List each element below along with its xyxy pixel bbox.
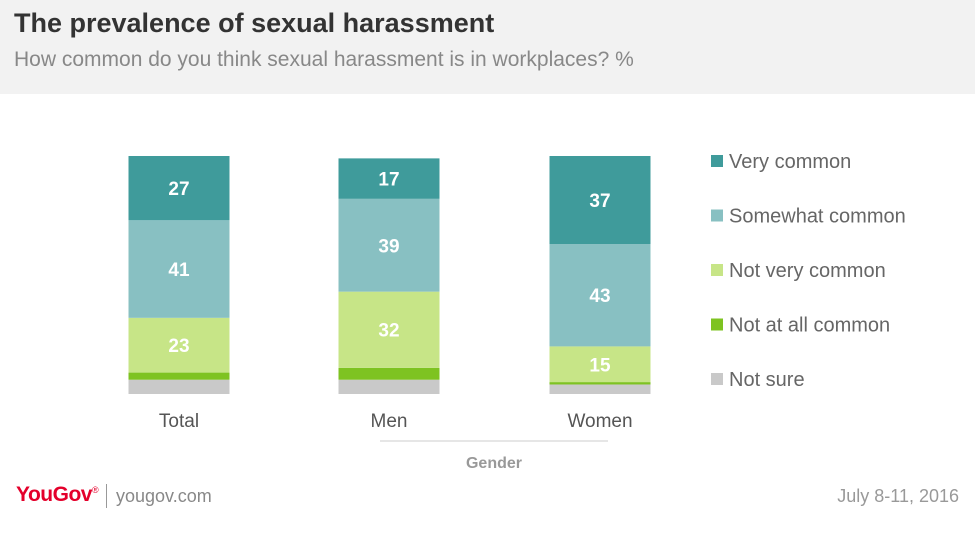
data-label-total-somewhat-common: 41: [168, 260, 190, 281]
legend-label-not-at-all-common: Not at all common: [729, 315, 890, 337]
legend-label-somewhat-common: Somewhat common: [729, 206, 906, 228]
group-label: Gender: [466, 455, 522, 472]
bar-total-somewhat-common: [128, 220, 230, 318]
data-label-total-very-common: 27: [168, 179, 189, 200]
bar-men-very-common: [338, 158, 440, 199]
bar-women-very-common: [549, 156, 651, 245]
yougov-logo: YouGov®: [16, 483, 99, 506]
footer-divider: [106, 484, 107, 508]
legend-swatch-very-common: [711, 155, 723, 167]
data-label-men-somewhat-common: 39: [378, 236, 399, 257]
bar-men-not-at-all-common: [338, 367, 440, 380]
category-label-men: Men: [371, 411, 408, 432]
stacked-bar-chart: 23 41 27 Total 32 39 17 Men 15 43 37 Women Gender Ver…: [128, 151, 906, 472]
footer-site: yougov.com: [116, 486, 212, 506]
data-label-women-not-very-common: 15: [589, 355, 611, 376]
bar-women-not-very-common: [549, 346, 651, 383]
bar-women-not-at-all-common: [549, 382, 651, 385]
legend-swatch-not-very-common: [711, 264, 723, 276]
category-label-women: Women: [567, 411, 632, 432]
legend-swatch-not-sure: [711, 373, 723, 385]
data-label-women-somewhat-common: 43: [589, 286, 610, 307]
header: The prevalence of sexual harassment How …: [0, 0, 975, 94]
legend-label-very-common: Very common: [729, 151, 851, 173]
bar-total-not-sure: [128, 379, 230, 394]
bar-total-not-at-all-common: [128, 372, 230, 380]
footer-date: July 8-11, 2016: [837, 486, 959, 506]
data-label-total-not-very-common: 23: [168, 336, 189, 357]
chart-title: The prevalence of sexual harassment: [14, 8, 495, 38]
legend-swatch-not-at-all-common: [711, 318, 723, 331]
bar-men-somewhat-common: [338, 198, 440, 292]
data-label-men-not-very-common: 32: [378, 321, 399, 342]
bar-total-very-common: [128, 156, 230, 221]
chart-subtitle: How common do you think sexual harassmen…: [14, 48, 634, 71]
legend-swatch-somewhat-common: [711, 209, 723, 222]
bar-total-not-very-common: [128, 317, 230, 373]
category-label-total: Total: [159, 411, 199, 432]
legend-label-not-very-common: Not very common: [729, 260, 886, 282]
legend-label-not-sure: Not sure: [729, 369, 805, 391]
data-label-men-very-common: 17: [378, 170, 399, 191]
bar-women-not-sure: [549, 384, 651, 394]
bar-men-not-very-common: [338, 291, 440, 368]
bar-women-somewhat-common: [549, 244, 651, 347]
bar-men-not-sure: [338, 379, 440, 394]
data-label-women-very-common: 37: [589, 191, 610, 212]
